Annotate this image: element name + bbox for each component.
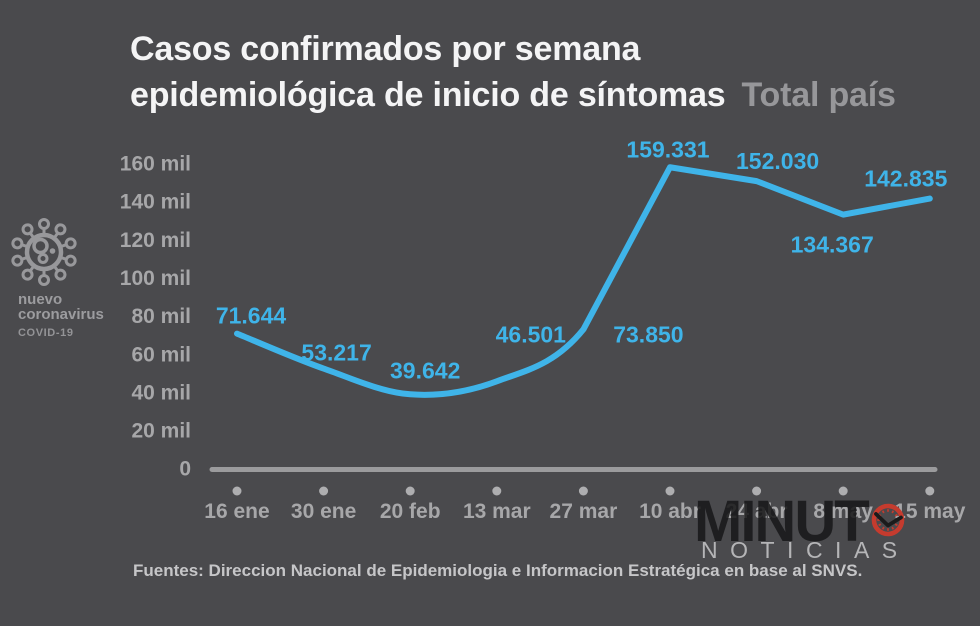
virus-spike (11, 237, 29, 250)
value-label: 46.501 (496, 321, 567, 347)
value-label: 159.331 (626, 136, 709, 162)
virus-spike (59, 254, 77, 267)
x-tick-label: 30 ene (291, 500, 356, 523)
coronavirus-icon (11, 218, 77, 286)
chart-subtitle: Total país (741, 76, 896, 114)
x-tick-dot (752, 486, 762, 496)
y-tick-label: 80 mil (131, 305, 191, 328)
x-tick-dot (838, 486, 848, 496)
x-tick-dot (232, 486, 242, 496)
x-tick-label: 27 mar (550, 500, 618, 523)
x-tick-label: 24 abr (726, 500, 788, 523)
x-tick-label: 20 feb (380, 500, 441, 523)
chart-title: Casos confirmados por semana epidemiológ… (130, 26, 896, 118)
y-tick-label: 160 mil (120, 153, 191, 176)
x-tick-dot (578, 486, 588, 496)
x-tick-label: 8 may (813, 500, 873, 523)
virus-spike (52, 264, 67, 281)
y-tick-label: 20 mil (131, 420, 191, 443)
x-tick-dot (492, 486, 502, 496)
virus-spike (38, 269, 50, 286)
x-tick-label: 15 may (894, 500, 966, 523)
virus-spike (38, 218, 50, 235)
chart-title-line2: epidemiológica de inicio de síntomas (130, 76, 726, 114)
value-label: 134.367 (791, 232, 874, 258)
value-label: 73.850 (613, 321, 683, 347)
coronavirus-caption-line2: coronavirus (18, 306, 104, 323)
virus-spike (21, 264, 36, 281)
y-tick-label: 0 (179, 458, 191, 481)
y-tick-label: 140 mil (120, 191, 191, 214)
chart-title-line1: Casos confirmados por semana (130, 30, 641, 68)
x-tick-dot (925, 486, 935, 496)
value-label: 142.835 (864, 166, 947, 192)
virus-spike (21, 223, 36, 240)
value-label: 53.217 (301, 340, 371, 366)
value-label: 152.030 (736, 148, 819, 174)
y-tick-label: 40 mil (131, 381, 191, 404)
virus-spike (59, 237, 77, 250)
coronavirus-caption: nuevo coronavirus COVID-19 (18, 292, 104, 341)
virus-spike (52, 223, 67, 240)
y-tick-label: 120 mil (120, 229, 191, 252)
x-tick-dot (405, 486, 415, 496)
cases-line (234, 164, 933, 398)
y-tick-label: 60 mil (131, 343, 191, 366)
covid19-label: COVID-19 (18, 327, 74, 339)
source-note: Fuentes: Direccion Nacional de Epidemiol… (133, 561, 863, 580)
virus-spike (11, 254, 29, 267)
value-label: 39.642 (390, 357, 460, 383)
coronavirus-caption-line1: nuevo (18, 291, 63, 308)
x-tick-label: 13 mar (463, 500, 531, 523)
x-tick-dot (319, 486, 329, 496)
x-tick-dot (665, 486, 675, 496)
y-tick-label: 100 mil (120, 267, 191, 290)
x-tick-label: 10 abr (639, 500, 701, 523)
value-label: 71.644 (216, 303, 287, 329)
x-tick-label: 16 ene (204, 500, 269, 523)
